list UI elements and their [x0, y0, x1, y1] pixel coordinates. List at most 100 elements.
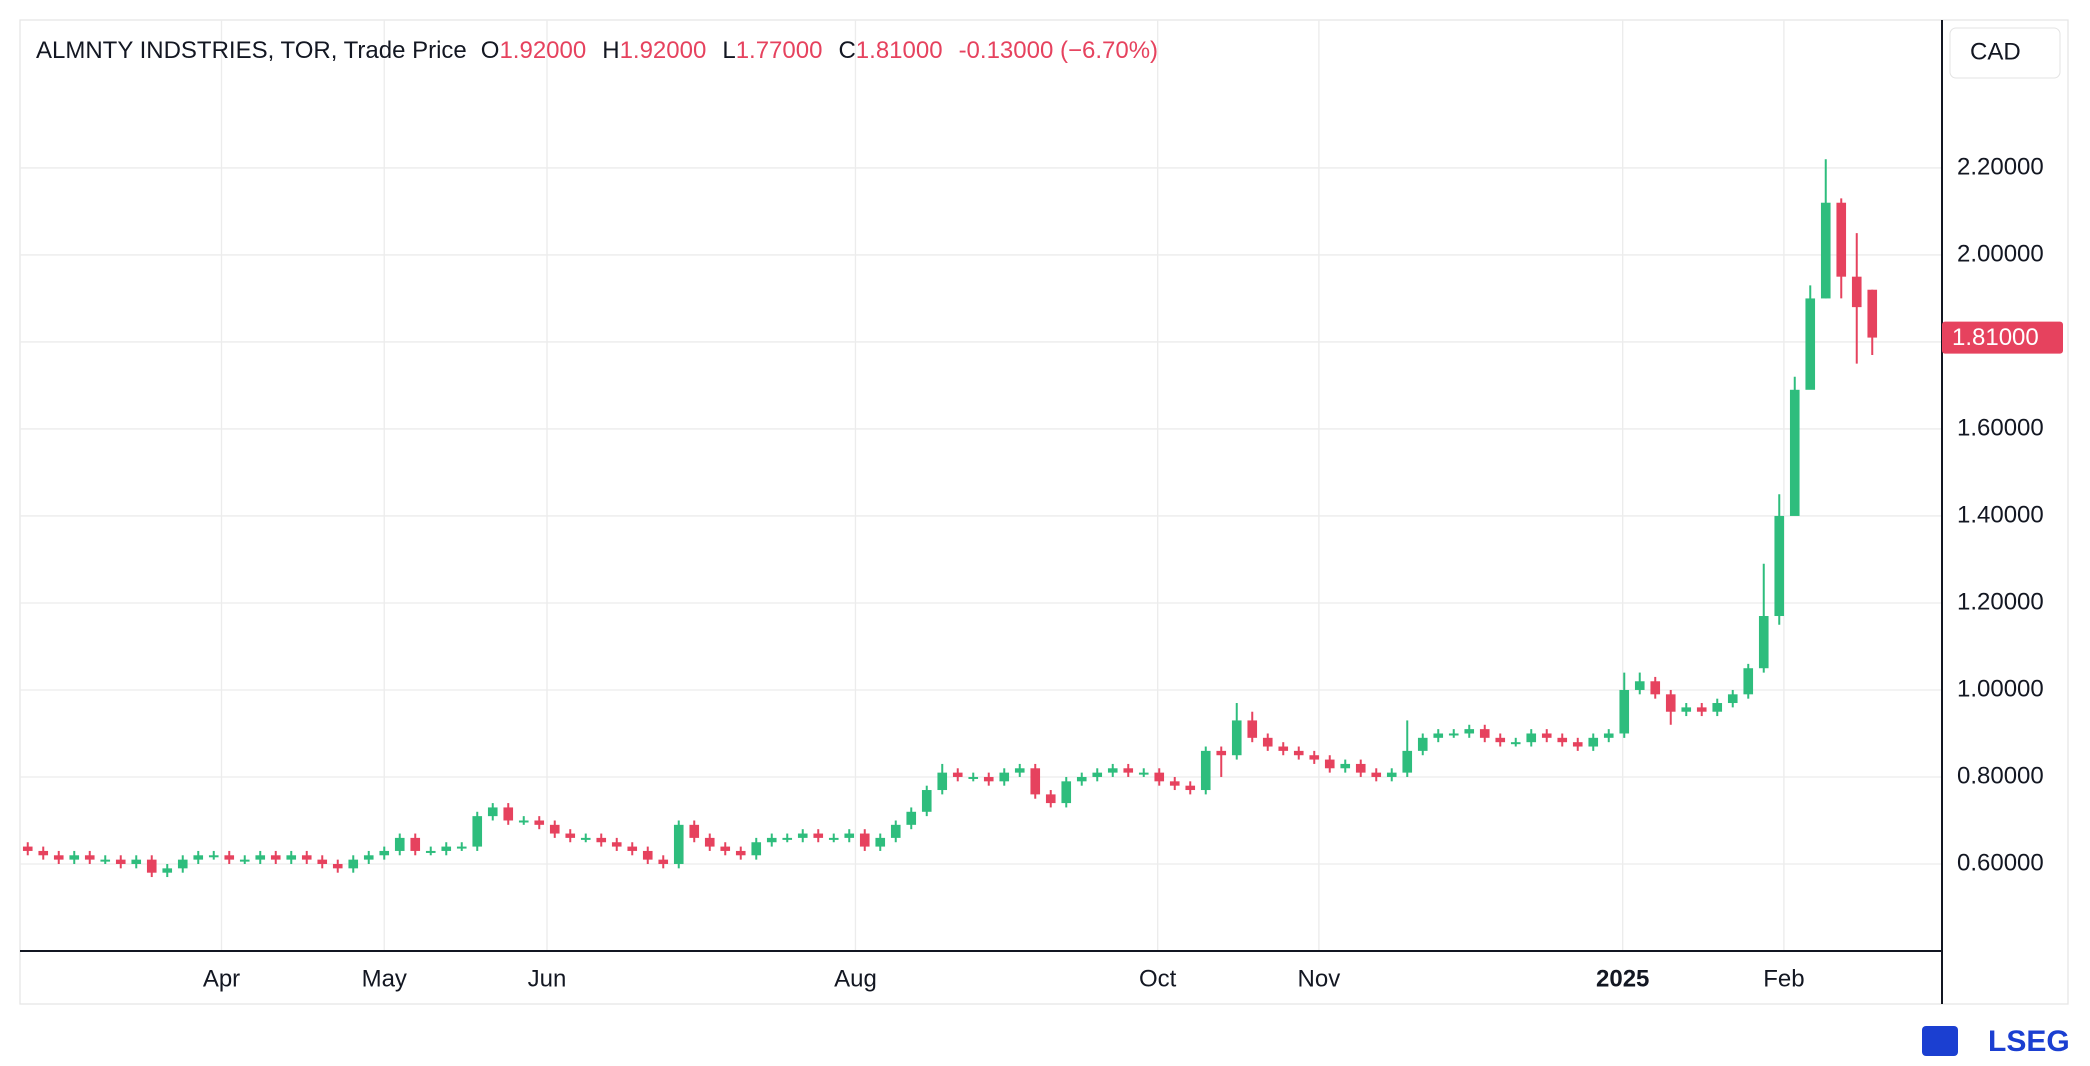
candle-body: [658, 859, 669, 864]
candle-body: [1014, 768, 1025, 773]
candle-body: [1324, 759, 1335, 769]
candle-body: [503, 807, 514, 821]
candle-body: [813, 833, 824, 838]
x-tick-label: 2025: [1596, 965, 1649, 992]
y-tick-label: 1.40000: [1957, 501, 2044, 528]
candle-body: [100, 859, 111, 862]
grid: [20, 20, 1942, 951]
candle-body: [611, 842, 622, 847]
x-tick-label: May: [362, 965, 407, 992]
candle-body: [937, 772, 948, 791]
candle-body: [317, 859, 328, 864]
candle-body: [627, 846, 638, 851]
candle-body: [301, 855, 312, 860]
candle-body: [906, 811, 917, 825]
candle-body: [363, 855, 374, 860]
candle-body: [115, 859, 126, 864]
candle-body: [797, 833, 808, 838]
candle-body: [999, 772, 1010, 782]
candle-body: [456, 846, 467, 849]
candle-body: [782, 837, 793, 840]
candle-body: [1774, 515, 1785, 617]
ohlc-value: 1.77000: [736, 37, 823, 64]
candle-body: [379, 850, 390, 856]
candle-body: [286, 855, 297, 860]
y-tick-label: 2.20000: [1957, 153, 2044, 180]
candle-body: [332, 863, 343, 869]
candle-body: [410, 837, 421, 851]
candle-body: [224, 855, 235, 860]
ohlc-key: L: [722, 37, 735, 64]
candle-body: [1712, 703, 1723, 712]
candle-body: [859, 833, 870, 847]
candle-body: [1758, 616, 1769, 669]
candle-body: [534, 820, 545, 825]
candle-body: [1433, 733, 1444, 738]
candle-body: [1231, 720, 1242, 756]
brand-logo: LSEG: [1922, 1025, 2070, 1058]
candle-body: [177, 859, 188, 869]
candle-body: [1030, 768, 1041, 795]
candle-body: [580, 837, 591, 840]
candle-body: [1123, 768, 1134, 773]
candle-body: [1045, 794, 1056, 804]
x-tick-label: Oct: [1139, 965, 1177, 992]
candle-body: [1371, 772, 1382, 777]
candle-body: [1092, 772, 1103, 777]
candle-body: [1681, 707, 1692, 712]
candle-body: [1619, 689, 1630, 734]
candle-body: [983, 776, 994, 782]
candle-body: [952, 772, 963, 777]
candle-body: [1572, 742, 1583, 747]
x-tick-label: Nov: [1298, 965, 1341, 992]
candles: [22, 159, 1878, 878]
candle-body: [1805, 298, 1816, 390]
candle-body: [1541, 733, 1552, 738]
candle-body: [472, 816, 483, 847]
candle-body: [1185, 785, 1196, 791]
candle-body: [1355, 763, 1366, 773]
candle-body: [1138, 772, 1149, 775]
x-tick-label: Apr: [203, 965, 240, 992]
candle-body: [1076, 776, 1087, 782]
candle-body: [255, 855, 266, 860]
candle-body: [1727, 694, 1738, 704]
candle-body: [22, 846, 33, 851]
ohlc-key: O: [481, 37, 500, 64]
currency-box: [1949, 27, 2061, 79]
candle-body: [1386, 772, 1397, 777]
candle-body: [441, 846, 452, 851]
candle-body: [1293, 750, 1304, 756]
candle-body: [193, 855, 204, 860]
x-tick-label: Jun: [528, 965, 567, 992]
y-tick-label: 0.80000: [1957, 762, 2044, 789]
brand: LSEG: [1988, 1025, 2070, 1058]
logo-icon: [1922, 1026, 1958, 1056]
title: ALMNTY INDSTRIES, TOR, Trade Price: [36, 37, 467, 64]
candle-body: [1278, 746, 1289, 751]
candle-body: [1603, 733, 1614, 738]
candle-body: [1510, 742, 1521, 745]
candle-body: [1262, 737, 1273, 747]
candle-body: [565, 833, 576, 838]
currency: CAD: [1970, 38, 2021, 65]
candle-body: [1526, 733, 1537, 743]
candle-body: [1479, 729, 1490, 738]
candle-body: [890, 824, 901, 838]
candle-body: [518, 820, 529, 823]
candle-body: [1247, 720, 1258, 738]
candle-body: [162, 868, 173, 873]
candle-body: [1417, 737, 1428, 751]
candle-body: [1696, 707, 1707, 712]
candle-body: [1588, 737, 1599, 747]
frame: [19, 19, 2069, 1005]
candle-body: [1402, 750, 1413, 773]
candle-body: [642, 850, 653, 860]
y-tick-label: 2.00000: [1957, 240, 2044, 267]
candle-body: [425, 850, 436, 853]
candle-body: [69, 855, 80, 860]
candle-body: [875, 837, 886, 847]
x-tick-label: Aug: [834, 965, 877, 992]
candle-body: [1169, 781, 1180, 786]
